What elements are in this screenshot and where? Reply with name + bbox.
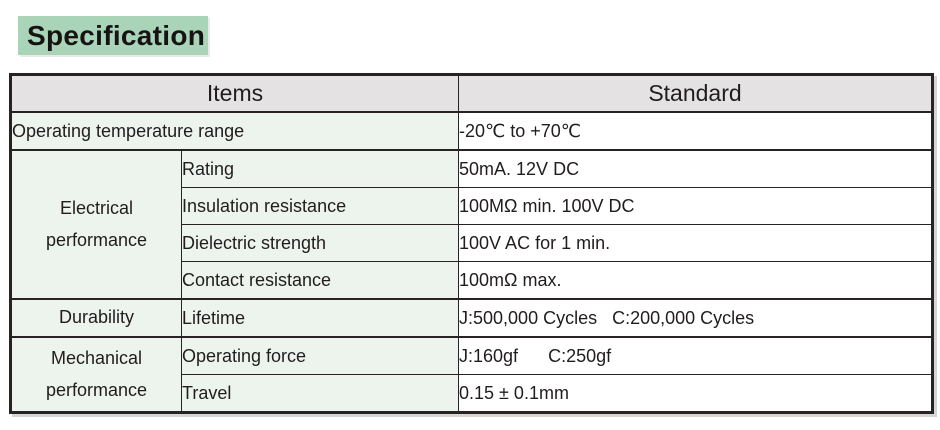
item-cell: Dielectric strength — [180, 224, 460, 262]
standard-cell: 100V AC for 1 min. — [458, 224, 934, 262]
section-title-highlight: Specification — [18, 16, 208, 55]
specification-table: Items Standard Operating temperature ran… — [9, 73, 935, 414]
group-cell: Durability — [10, 298, 182, 338]
table-row: Mechanical performance Operating force J… — [10, 336, 934, 413]
table-row: Dielectric strength 100V AC for 1 min. — [11, 224, 934, 262]
standard-cell: 100mΩ max. — [458, 261, 934, 300]
item-cell: Operating temperature range — [9, 111, 460, 151]
standard-cell: -20℃ to +70℃ — [458, 111, 934, 151]
standard-cell: 0.15 ± 0.1mm — [458, 374, 934, 413]
item-cell: Travel — [180, 374, 460, 413]
standard-cell: J:500,000 Cycles C:200,000 Cycles — [458, 298, 934, 338]
table-row: Durability Lifetime J:500,000 Cycles C:2… — [10, 298, 934, 338]
group-cell: Mechanical performance — [10, 336, 182, 413]
page-title: Specification — [27, 19, 206, 51]
table-row: Contact resistance 100mΩ max. — [11, 261, 934, 300]
item-cell: Lifetime — [180, 298, 460, 338]
table-row: Electrical performance Rating 50mA. 12V … — [10, 149, 934, 300]
table-row: Travel 0.15 ± 0.1mm — [11, 374, 934, 413]
item-cell: Operating force — [180, 336, 460, 375]
item-cell: Insulation resistance — [180, 187, 460, 225]
column-header-items: Items — [9, 74, 460, 113]
table-header-row: Items Standard — [9, 74, 934, 113]
item-cell: Contact resistance — [180, 261, 460, 300]
standard-cell: 100MΩ min. 100V DC — [458, 187, 934, 225]
table-row: Operating temperature range -20℃ to +70℃ — [9, 111, 934, 151]
standard-cell: 50mA. 12V DC — [458, 149, 934, 188]
table-row: Insulation resistance 100MΩ min. 100V DC — [11, 187, 934, 225]
standard-cell: J:160gf C:250gf — [458, 336, 934, 375]
group-cell: Electrical performance — [10, 149, 182, 300]
column-header-standard: Standard — [458, 74, 934, 113]
item-cell: Rating — [180, 149, 460, 188]
